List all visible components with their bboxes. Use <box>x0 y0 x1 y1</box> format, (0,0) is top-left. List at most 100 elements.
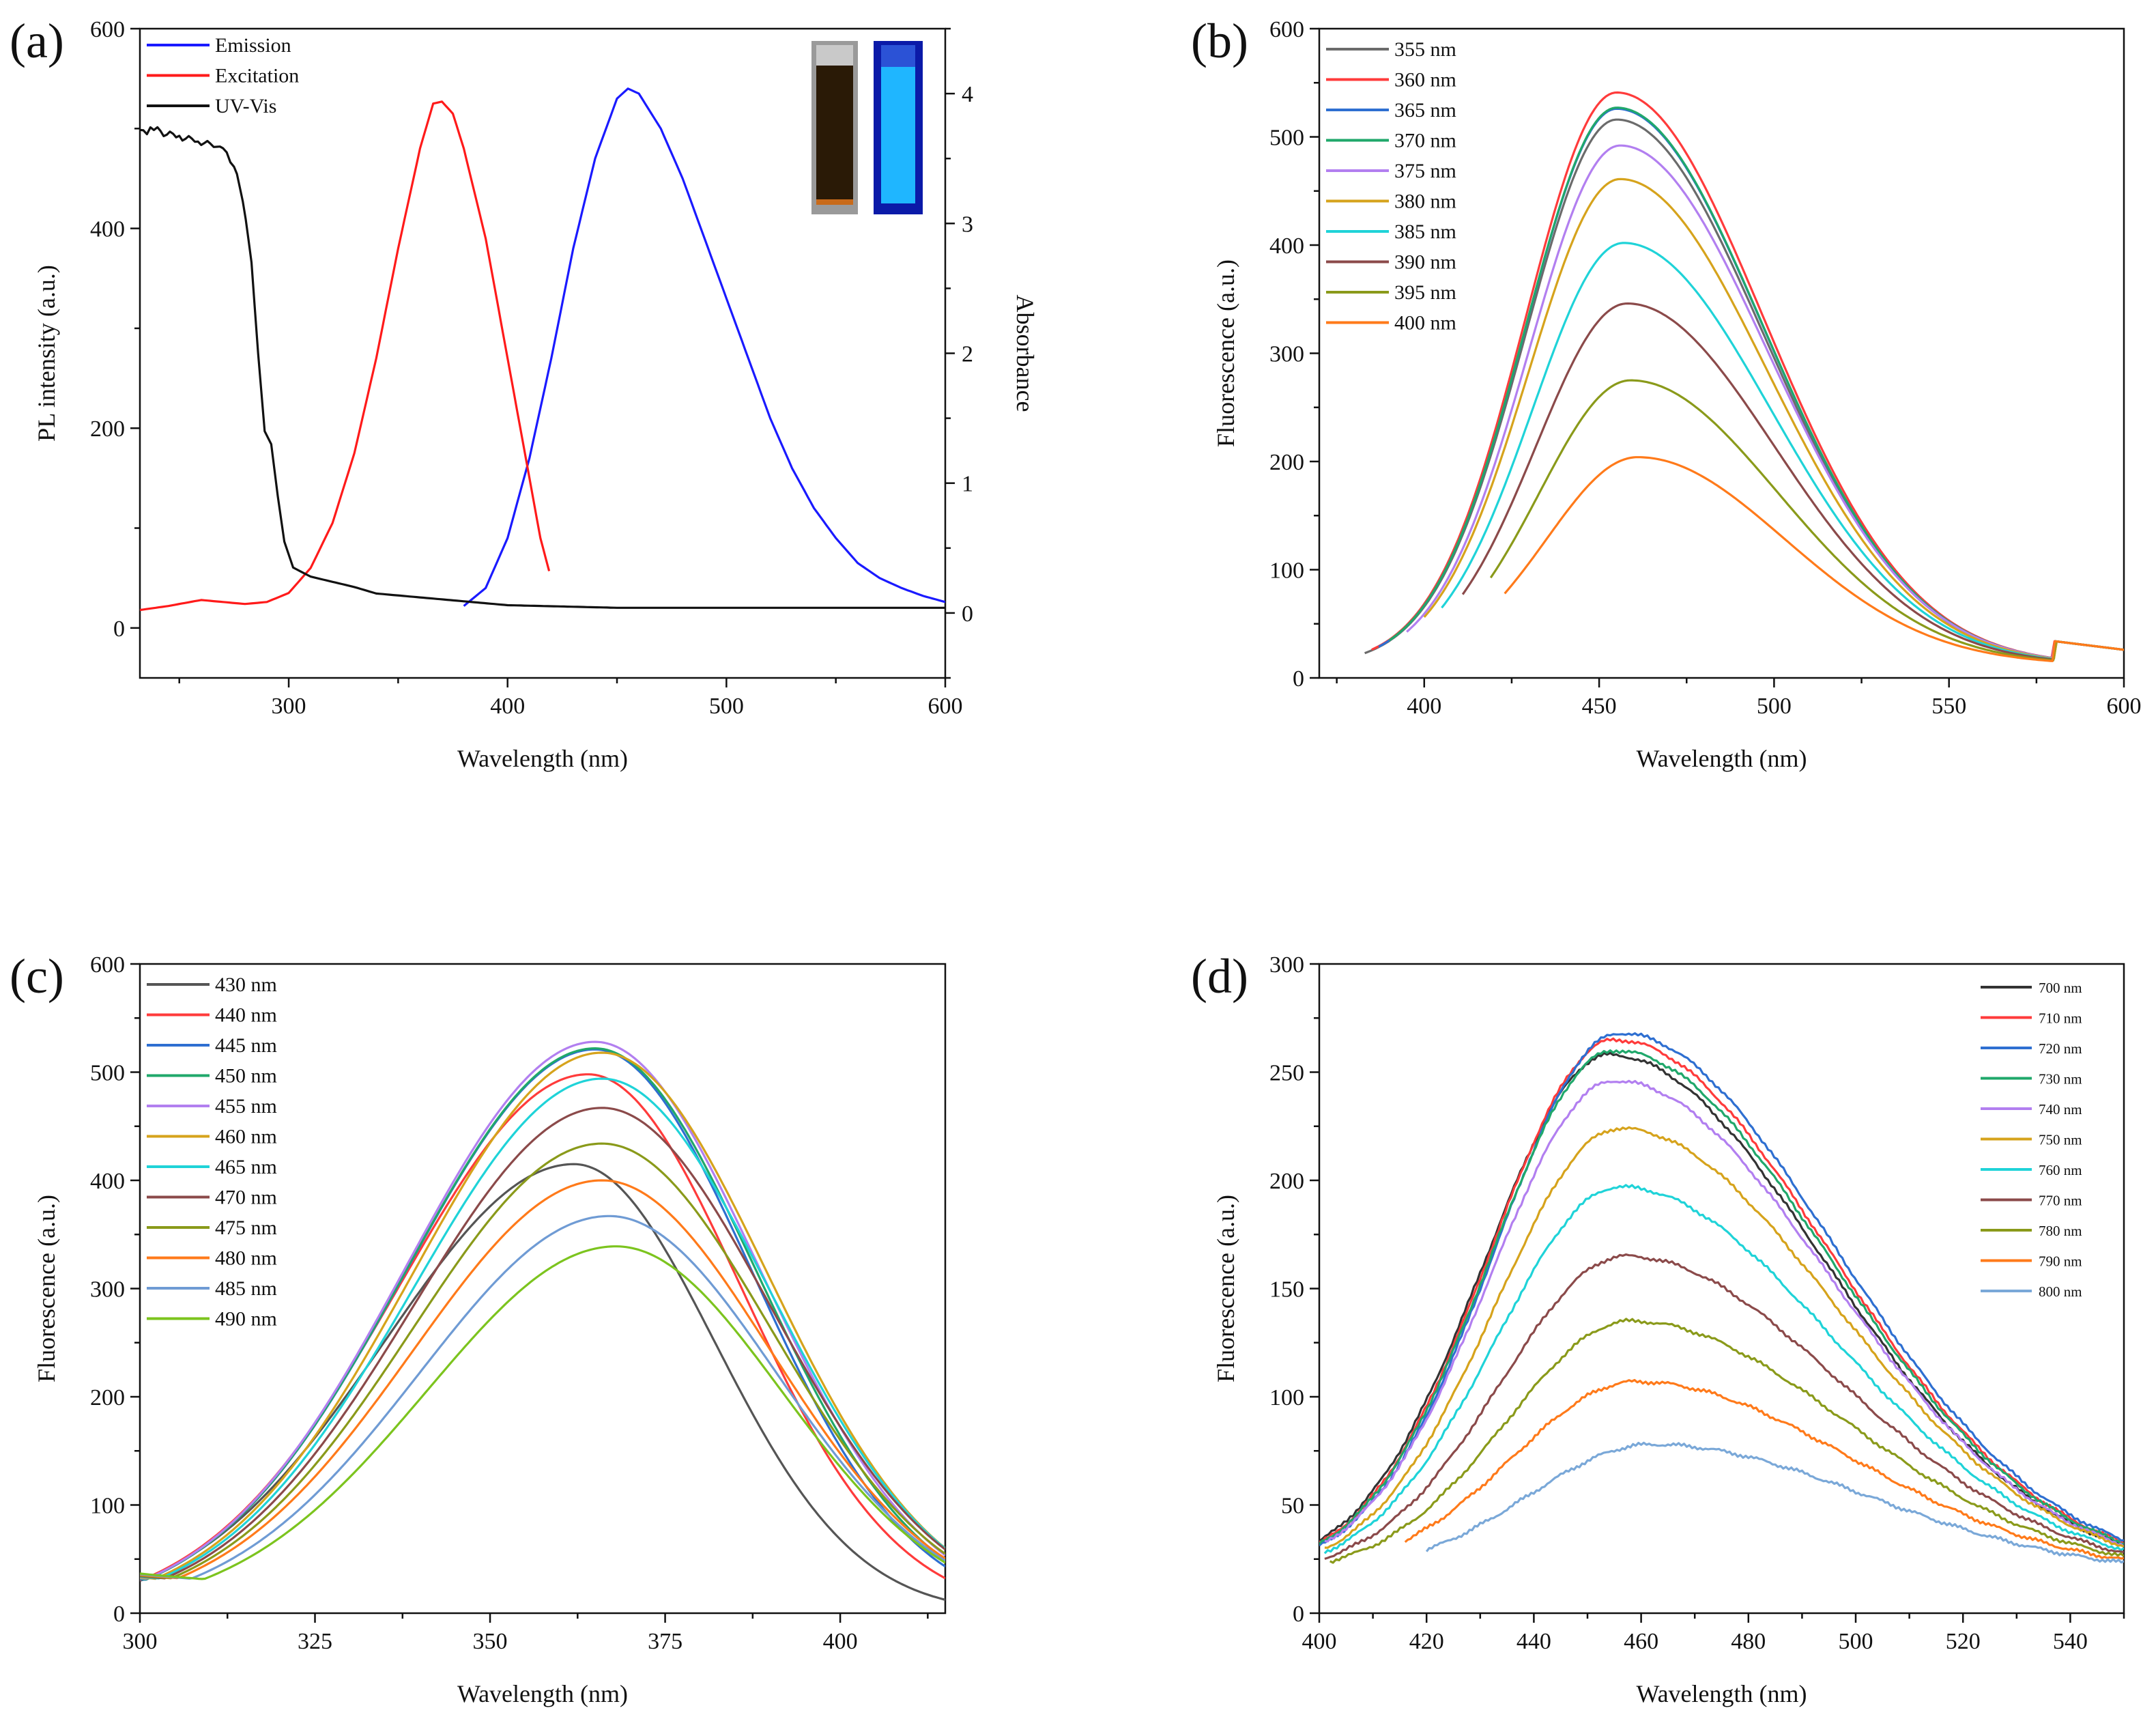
series-line-780-nm <box>1329 1318 2124 1564</box>
panel-d: (d) 400 420 440 460 480 500 520 540 0 50 100 150 200 2… <box>1191 949 2125 1707</box>
y2-tick-label: 4 <box>962 82 973 107</box>
series-line-395-nm <box>1489 379 2124 662</box>
legend-entry: 360 nm <box>1394 69 1456 91</box>
y-axis-title: PL intensity (a.u.) <box>33 265 60 442</box>
series-line-800-nm <box>1425 1441 2124 1564</box>
x-tick-label: 480 <box>1731 1629 1766 1654</box>
series-line-490-nm <box>140 1245 945 1580</box>
y2-tick-label: 2 <box>962 342 973 367</box>
x-tick-label: 400 <box>1407 694 1441 719</box>
panel-label: (c) <box>10 949 64 1004</box>
series-line-365-nm <box>1378 107 2124 659</box>
legend-entry: 365 nm <box>1394 99 1456 122</box>
panel-b: (b) 400 450 500 550 600 0 100 200 300 400 500 600 Wav… <box>1191 14 2142 772</box>
y2-axis-title: Absorbance <box>1011 295 1039 412</box>
x-tick-label: 350 <box>473 1629 508 1654</box>
legend-entry: 770 nm <box>2039 1193 2082 1209</box>
legend: 355 nm 360 nm 365 nm 370 nm 375 nm 380 nm 385 … <box>1326 38 1456 335</box>
x-tick-label: 600 <box>928 694 963 719</box>
legend-entry: 400 nm <box>1394 312 1456 335</box>
legend-entry: 475 nm <box>215 1217 277 1239</box>
x-tick-label: 540 <box>2053 1629 2088 1654</box>
y-tick-label: 400 <box>90 217 125 242</box>
legend-entry: 465 nm <box>215 1156 277 1178</box>
cuvette-daylight-base <box>816 199 853 205</box>
legend-entry: UV-Vis <box>215 95 276 117</box>
legend-entry: 385 nm <box>1394 221 1456 243</box>
x-tick-label: 450 <box>1582 694 1617 719</box>
series-line-720-nm <box>1319 1032 2124 1547</box>
legend-entry: 490 nm <box>215 1308 277 1331</box>
x-axis-title: Wavelength (nm) <box>457 1680 628 1707</box>
series-line-360-nm <box>1371 91 2124 659</box>
y-tick-label: 500 <box>90 1061 125 1086</box>
y-tick-label: 600 <box>1269 17 1304 42</box>
legend-entry: 720 nm <box>2039 1040 2082 1057</box>
y-tick-label: 200 <box>1269 450 1304 475</box>
legend-entry: 390 nm <box>1394 251 1456 274</box>
x-tick-label: 500 <box>1757 694 1792 719</box>
series-line-710-nm <box>1319 1037 2124 1545</box>
plot-area <box>1319 1032 2124 1564</box>
y-tick-label: 600 <box>90 952 125 978</box>
x-tick-label: 300 <box>123 1629 158 1654</box>
legend-entry: 730 nm <box>2039 1071 2082 1088</box>
y-tick-label: 600 <box>90 17 125 42</box>
y-tick-label: 100 <box>1269 558 1304 584</box>
legend-entry: Excitation <box>215 65 299 87</box>
series-line-480-nm <box>140 1179 945 1580</box>
y-tick-label: 0 <box>113 616 125 642</box>
cuvette-daylight-cap <box>816 45 853 66</box>
series-line-740-nm <box>1324 1079 2124 1548</box>
y-tick-label: 100 <box>1269 1385 1304 1410</box>
plot-area <box>1364 91 2124 662</box>
legend-entry: 440 nm <box>215 1004 277 1027</box>
panel-c: (c) 300 325 350 375 400 0 100 200 300 400 500 600 Wav… <box>10 949 947 1707</box>
series-line-485-nm <box>140 1214 945 1580</box>
x-tick-label: 300 <box>272 694 306 719</box>
plot-area <box>140 1040 945 1601</box>
y-tick-label: 50 <box>1281 1494 1304 1519</box>
cuvette-daylight-liquid <box>816 65 853 201</box>
series-line-760-nm <box>1323 1184 2124 1554</box>
series-line-385-nm <box>1441 242 2124 660</box>
y-tick-label: 250 <box>1269 1061 1304 1086</box>
series-line-390-nm <box>1461 302 2124 661</box>
legend-entry: Emission <box>215 34 291 57</box>
y-axis-title: Fluorescence (a.u.) <box>1212 259 1239 447</box>
x-axis-title: Wavelength (nm) <box>1636 1680 1807 1707</box>
legend-entry: 710 nm <box>2039 1010 2082 1027</box>
legend-entry: 780 nm <box>2039 1223 2082 1239</box>
y-tick-label: 150 <box>1269 1277 1304 1303</box>
series-line-750-nm <box>1324 1126 2124 1549</box>
legend-entry: 355 nm <box>1394 38 1456 61</box>
y2-tick-label: 1 <box>962 472 973 497</box>
x-tick-label: 520 <box>1946 1629 1981 1654</box>
legend-entry: 760 nm <box>2039 1162 2082 1178</box>
y-tick-label: 0 <box>1293 1602 1304 1627</box>
series-line-uv-vis <box>140 126 945 609</box>
y-tick-label: 300 <box>1269 342 1304 367</box>
legend-entry: 370 nm <box>1394 130 1456 152</box>
legend-entry: 450 nm <box>215 1065 277 1088</box>
y2-tick-label: 0 <box>962 601 973 627</box>
y-axis-title: Fluorescence (a.u.) <box>1212 1195 1239 1382</box>
x-tick-label: 400 <box>1302 1629 1337 1654</box>
legend-entry: 395 nm <box>1394 281 1456 304</box>
legend-entry: 800 nm <box>2039 1283 2082 1300</box>
y-tick-label: 500 <box>1269 126 1304 151</box>
x-tick-label: 500 <box>709 694 744 719</box>
y-tick-label: 400 <box>90 1169 125 1194</box>
y-tick-label: 100 <box>90 1494 125 1519</box>
legend-entry: 380 nm <box>1394 190 1456 213</box>
x-axis-title: Wavelength (nm) <box>457 745 628 772</box>
series-line-430-nm <box>140 1163 945 1601</box>
y-tick-label: 400 <box>1269 233 1304 259</box>
x-tick-label: 600 <box>2107 694 2142 719</box>
plot-frame <box>1318 963 2125 1615</box>
y-tick-label: 200 <box>1269 1169 1304 1194</box>
x-tick-label: 420 <box>1409 1629 1444 1654</box>
plot-area <box>140 87 945 612</box>
y-tick-label: 0 <box>113 1602 125 1627</box>
series-line-400-nm <box>1504 456 2124 662</box>
